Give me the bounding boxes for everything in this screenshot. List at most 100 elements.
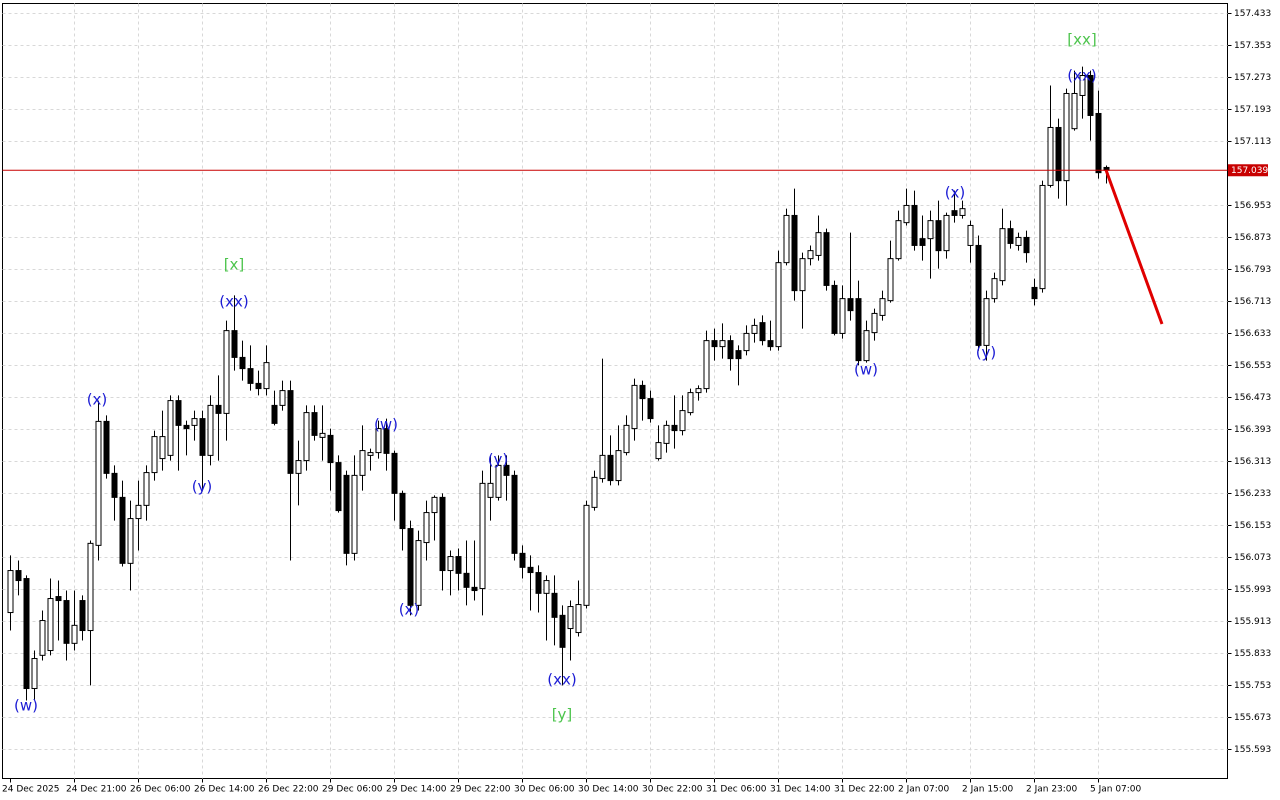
candle-body [71,624,78,644]
candle-body [463,572,470,588]
candle-body [191,418,198,426]
x-tick-label: 30 Dec 22:00 [642,785,703,795]
candle-body [15,570,22,582]
candle-body [351,474,358,554]
candle-body [927,220,934,240]
candle-body [31,658,38,690]
y-tick-label: 156.553 [1234,361,1271,371]
candle-body [599,454,606,480]
candle-body [415,540,422,606]
candle-body [167,400,174,456]
candle-body [367,452,374,456]
y-tick-label: 155.913 [1234,617,1271,627]
y-tick-label: 156.793 [1234,265,1271,275]
candle-body [135,504,142,520]
candle-body [991,278,998,300]
candle-body [327,434,334,464]
candle-body [239,356,246,370]
plot-frame [2,3,1228,779]
x-tick-label: 31 Dec 22:00 [834,785,895,795]
x-tick-label: 24 Dec 2025 [2,785,60,795]
wave-label: (x) [945,184,966,202]
candle-body [1007,228,1014,244]
candle-body [783,214,790,264]
candle-body [975,244,982,346]
y-tick-label: 156.873 [1234,233,1271,243]
x-tick-label: 26 Dec 14:00 [194,785,255,795]
forecast-arrow [1104,169,1164,325]
x-tick-label: 2 Jan 23:00 [1026,785,1078,795]
candle-body [567,606,574,630]
candle-body [855,298,862,362]
candle-body [311,412,318,436]
candle-body [303,412,310,462]
wave-label: (xx) [1067,67,1096,85]
candle-body [183,424,190,430]
wave-label: [y] [552,706,573,724]
overlay: 157.433 157.353 157.273 157.193 157.113 156.9… [2,9,1271,795]
candle-body [1063,92,1070,182]
y-tick-label: 156.153 [1234,521,1271,531]
candle-body [767,340,774,348]
candle-body [607,454,614,482]
candle-body [39,620,46,656]
candle-body [583,504,590,606]
y-tick-label: 157.353 [1234,41,1271,51]
y-tick-label: 155.673 [1234,713,1271,723]
candle-body [151,436,158,474]
candle-body [231,330,238,358]
candle-body [671,424,678,432]
grid [2,3,1232,779]
wave-label: (xx) [219,293,248,311]
candle-body [479,482,486,590]
candle-body [831,284,838,334]
y-tick-label: 155.833 [1234,649,1271,659]
candle-body [919,238,926,246]
candle-body [103,420,110,474]
candle-body [1031,286,1038,300]
candle-body [911,204,918,246]
y-tick-label: 157.113 [1234,137,1271,147]
candle-body [223,330,230,414]
candle-body [871,312,878,334]
candle-body [503,464,510,476]
candle-body [647,398,654,420]
wave-label: (y) [976,344,997,362]
wave-label: (y) [488,451,509,469]
current-price-label: 157.039 [1231,166,1268,176]
candle-body [575,604,582,634]
candle-body [127,518,134,564]
y-tick-label: 155.593 [1234,745,1271,755]
x-tick-label: 30 Dec 06:00 [514,785,575,795]
candle-body [535,572,542,594]
candle-body [743,332,750,352]
candle-body [423,512,430,544]
candle-body [775,262,782,348]
candle-body [343,474,350,554]
candle-body [455,556,462,574]
candle-body [615,450,622,482]
candle-body [63,600,70,644]
x-tick-label: 29 Dec 14:00 [386,785,447,795]
candle-body [751,324,758,334]
candle-body [79,600,86,632]
candle-body [687,392,694,414]
candle-body [863,330,870,362]
candle-body [359,450,366,476]
x-tick-label: 24 Dec 21:00 [66,785,127,795]
x-tick-label: 5 Jan 07:00 [1090,785,1142,795]
candle-body [143,472,150,506]
candle-body [711,340,718,348]
candle-body [319,432,326,438]
candle-body [935,220,942,252]
candle-body [383,428,390,454]
y-tick-label: 157.433 [1234,9,1271,19]
y-tick-label: 156.713 [1234,297,1271,307]
current-price-box [1228,164,1268,177]
candle-body [1079,74,1086,96]
candle-body [527,566,534,574]
candle-body [495,464,502,498]
wave-label: [x] [224,256,245,274]
candle-body [559,614,566,648]
wave-label: (y) [192,478,213,496]
